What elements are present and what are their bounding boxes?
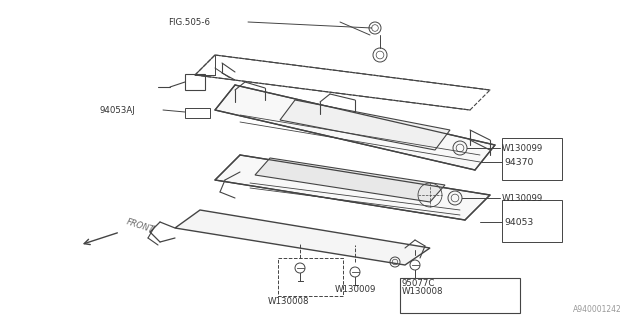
Text: 94370: 94370 xyxy=(504,157,533,166)
Text: 94053: 94053 xyxy=(504,218,533,227)
Text: W130008: W130008 xyxy=(402,287,444,297)
Polygon shape xyxy=(280,100,450,150)
Text: 94053AJ: 94053AJ xyxy=(100,106,136,115)
Polygon shape xyxy=(215,85,495,170)
Text: W130099: W130099 xyxy=(502,143,543,153)
Text: W130009: W130009 xyxy=(334,285,376,294)
Bar xyxy=(400,278,520,313)
Bar xyxy=(278,258,343,296)
Bar xyxy=(502,200,562,242)
Text: FIG.505-6: FIG.505-6 xyxy=(168,18,210,27)
Text: 95077C: 95077C xyxy=(402,278,435,287)
Polygon shape xyxy=(215,155,490,220)
Text: W130099: W130099 xyxy=(502,194,543,203)
Polygon shape xyxy=(175,210,430,265)
Text: FRONT: FRONT xyxy=(125,218,155,235)
Polygon shape xyxy=(255,158,445,202)
Bar xyxy=(502,138,562,180)
Text: W130008: W130008 xyxy=(268,298,308,307)
Text: A940001242: A940001242 xyxy=(573,305,622,314)
